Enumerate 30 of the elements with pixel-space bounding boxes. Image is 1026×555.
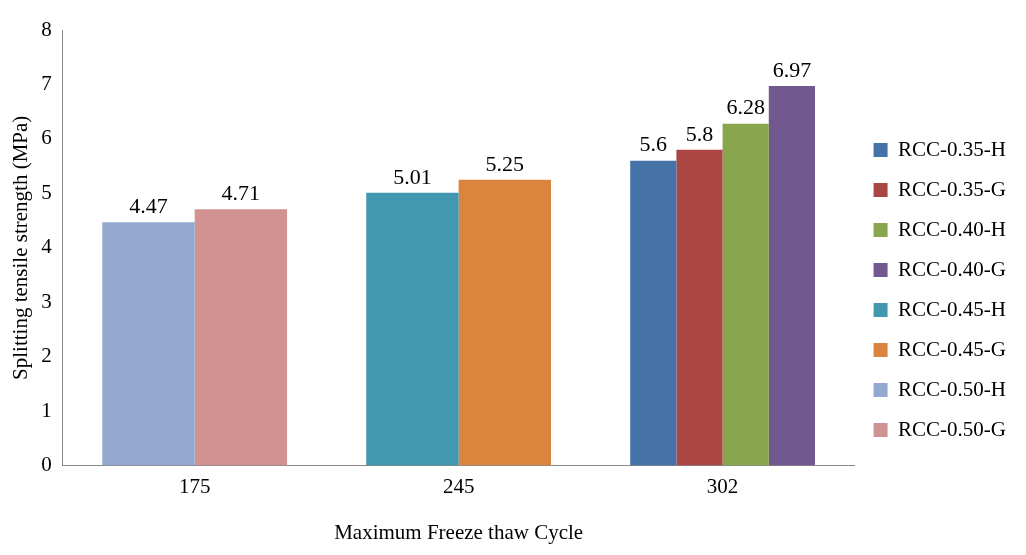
legend-label: RCC-0.45-H	[898, 296, 1007, 321]
data-label: 5.8	[685, 120, 714, 146]
data-label: 5.25	[485, 150, 525, 176]
legend-label: RCC-0.45-G	[898, 336, 1007, 361]
y-tick-label: 6	[41, 125, 52, 150]
data-label: 6.28	[726, 94, 765, 120]
legend-label: RCC-0.35-H	[898, 136, 1007, 161]
data-label: 5.6	[639, 131, 668, 157]
data-label: 5.01	[393, 163, 432, 189]
y-tick-label: 1	[41, 397, 52, 422]
y-tick-label: 4	[41, 234, 53, 259]
x-tick-label: 302	[706, 473, 739, 498]
legend-label: RCC-0.40-G	[898, 256, 1007, 281]
x-tick-label: 245	[442, 473, 475, 498]
legend-label: RCC-0.50-H	[898, 376, 1007, 401]
legend-label: RCC-0.50-G	[898, 416, 1007, 441]
y-tick-label: 5	[41, 179, 52, 204]
y-tick-label: 7	[41, 70, 52, 95]
y-axis-title: Splitting tensile strength (MPa)	[8, 115, 33, 380]
data-label: 4.71	[221, 179, 261, 205]
y-tick-label: 0	[41, 452, 52, 477]
y-tick-label: 3	[41, 288, 52, 313]
x-axis-title: Maximum Freeze thaw Cycle	[334, 519, 584, 544]
y-tick-label: 2	[41, 343, 52, 368]
data-label: 6.97	[772, 56, 812, 82]
legend-label: RCC-0.40-H	[898, 216, 1007, 241]
data-label: 4.47	[129, 192, 168, 218]
y-tick-label: 8	[41, 16, 52, 41]
x-tick-label: 175	[178, 473, 211, 498]
legend-label: RCC-0.35-G	[898, 176, 1007, 201]
